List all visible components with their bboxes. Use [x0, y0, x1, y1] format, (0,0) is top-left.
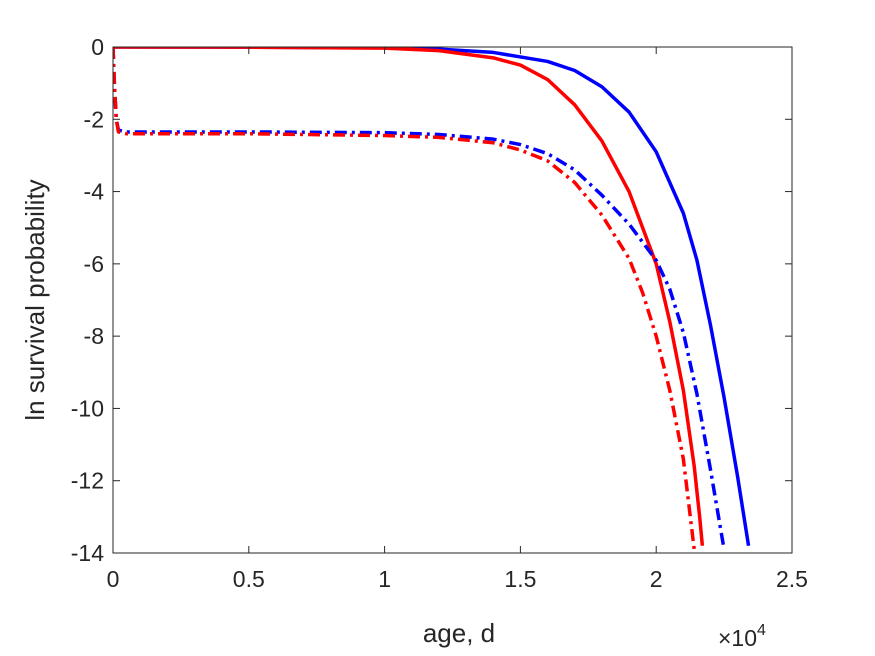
- x-multiplier-base: ×10: [718, 625, 757, 651]
- x-tick-label: 0: [107, 566, 120, 592]
- y-tick-label: -14: [71, 540, 104, 566]
- series-line-4-dashdot: [113, 47, 696, 550]
- x-axis-label: age, d: [423, 618, 495, 648]
- x-tick-label: 1.5: [504, 566, 536, 592]
- series-line-2-solid: [113, 47, 705, 546]
- y-tick-label: 0: [91, 34, 104, 60]
- x-tick-label: 0.5: [233, 566, 265, 592]
- axes-layer: 0 0.5 1 1.5 2 2.5 0 -2 -4 -6 -8 -10 -12 -14: [71, 34, 808, 592]
- series-layer: [113, 47, 751, 550]
- y-tick-label: -6: [84, 251, 104, 277]
- y-tick-label: -4: [84, 179, 105, 205]
- y-tick-label: -12: [71, 468, 104, 494]
- y-tick-label: -2: [84, 106, 104, 132]
- label-layer: age, d ln survival probability ×104: [20, 179, 766, 651]
- y-axis-label: ln survival probability: [20, 179, 50, 420]
- plot-area: [113, 47, 792, 553]
- x-multiplier-label: ×104: [718, 622, 766, 651]
- x-tick-label: 2: [650, 566, 663, 592]
- x-multiplier-exponent: 4: [757, 622, 766, 639]
- axes-box: [112, 46, 793, 554]
- y-tick-label: -8: [84, 323, 104, 349]
- y-tick-label: -10: [71, 395, 104, 421]
- x-tick-label: 1: [378, 566, 391, 592]
- x-tick-label: 2.5: [776, 566, 808, 592]
